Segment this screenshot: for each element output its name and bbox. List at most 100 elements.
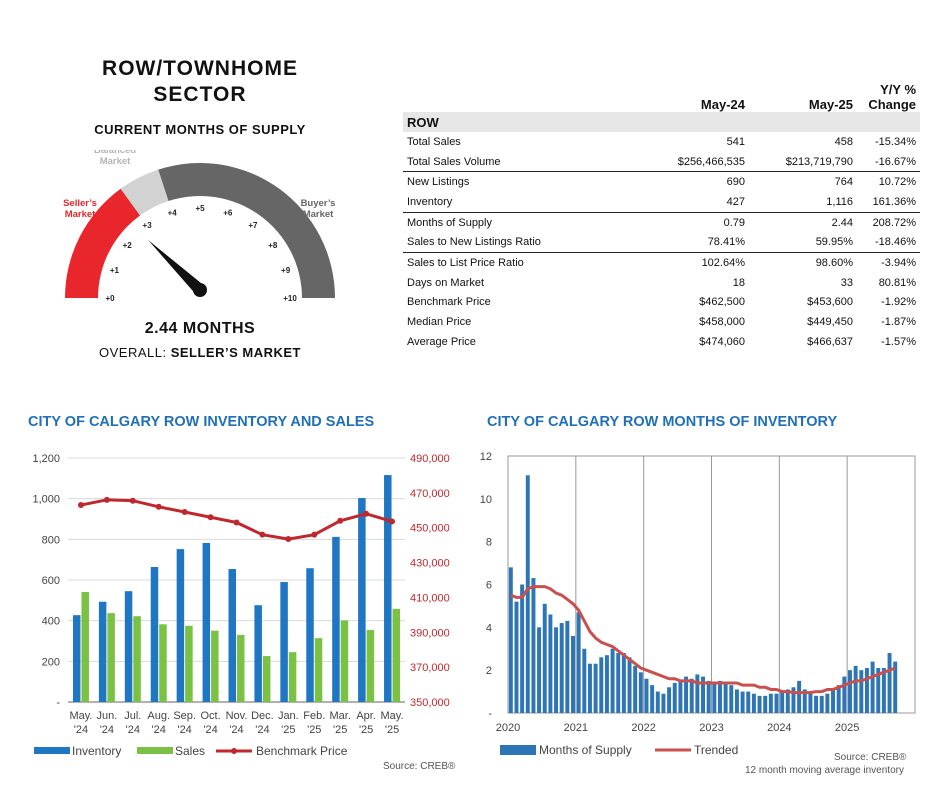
chart2-y-tick: 4 — [486, 622, 492, 634]
chart1-inventory-bar — [176, 549, 185, 702]
gauge-tick-label: +6 — [223, 208, 233, 217]
chart1-x-tick: '24 — [74, 724, 88, 736]
gauge-zone-label-line: Market — [100, 156, 131, 167]
table-row: Average Price $474,060 $466,637 -1.57% — [403, 332, 920, 352]
chart2-supply-bar — [768, 693, 773, 713]
chart1-sales-bar — [159, 624, 167, 702]
chart2-supply-bar — [655, 691, 660, 713]
gauge-zone-label-1: Balanced Market — [94, 150, 136, 167]
chart1-benchmark-point — [363, 510, 370, 517]
gauge-needle-hub — [193, 283, 207, 297]
table-header-blank — [403, 74, 616, 112]
chart1-inventory-bar — [72, 615, 81, 702]
chart1-inventory-bar — [358, 498, 366, 702]
chart1-x-tick: '24 — [152, 724, 166, 736]
chart2-source: Source: CREB® — [834, 752, 907, 763]
chart2-legend-supply: Months of Supply — [539, 743, 632, 757]
chart1-benchmark-point — [155, 503, 162, 510]
chart1-right-tick: 350,000 — [410, 697, 450, 709]
row-change: -18.46% — [857, 232, 920, 254]
chart2-x-tick: 2023 — [699, 722, 723, 734]
chart2-supply-bar — [870, 661, 875, 713]
row-may25: 764 — [834, 176, 853, 189]
gauge-tick-label: +9 — [281, 266, 291, 275]
sector-title-line2: SECTOR — [153, 83, 247, 106]
chart1-left-tick: 1,000 — [32, 494, 60, 506]
chart2-y-tick: 12 — [480, 451, 492, 463]
row-change: -1.87% — [881, 316, 916, 329]
chart1-x-tick: '24 — [255, 724, 269, 736]
chart1-right-tick: 390,000 — [410, 627, 450, 639]
chart2-x-tick: 2024 — [767, 722, 791, 734]
chart2-supply-bar — [582, 648, 587, 713]
chart1-inventory-bar — [306, 568, 314, 702]
table-section-label: ROW — [403, 112, 920, 132]
chart2-supply-bar — [859, 670, 864, 713]
chart1-x-tick: Apr. — [356, 710, 376, 722]
gauge-zone-label-line: Buyer’s — [301, 198, 336, 209]
chart1-sales-bar — [211, 630, 219, 702]
chart2-y-tick: 2 — [486, 665, 492, 677]
overall-market: OVERALL: SELLER’S MARKET — [40, 345, 360, 360]
chart1-x-tick: Dec. — [251, 710, 274, 722]
stats-table: May-24 May-25 Y/Y % Change ROW Total Sale… — [403, 74, 920, 352]
chart2-supply-bar — [797, 680, 802, 713]
chart2-supply-bar — [587, 663, 592, 713]
chart2-supply-bar — [701, 676, 705, 713]
chart1-inventory-bar — [228, 569, 236, 702]
chart2-supply-bar — [853, 665, 858, 713]
chart1-x-tick: Mar. — [329, 710, 350, 722]
chart2-supply-bar — [508, 567, 513, 713]
supply-label: CURRENT MONTHS OF SUPPLY — [94, 122, 306, 137]
chart1-benchmark-point — [129, 497, 136, 504]
chart2-supply-bar — [604, 655, 609, 713]
row-change: -15.34% — [875, 135, 916, 148]
chart2-supply-bar — [757, 695, 762, 713]
inventory-sales-chart: - 200 400 600 800 1,000 1,200 350,000 370,000 390… — [32, 453, 450, 758]
table-row: Sales to List Price Ratio 102.64% 98.60% -3… — [403, 253, 920, 273]
yy-line2: Change — [868, 97, 916, 112]
gauge-zone-label-line: Market — [65, 209, 96, 220]
row-change: 80.81% — [878, 276, 916, 289]
row-label: Months of Supply — [407, 216, 492, 229]
chart1-inventory-bar — [254, 605, 262, 702]
chart2-supply-bar — [729, 685, 734, 713]
months-inventory-chart-title: CITY OF CALGARY ROW MONTHS OF INVENTORY — [487, 414, 838, 430]
gauge-tick-label: +0 — [105, 294, 115, 303]
chart2-supply-bar — [554, 627, 559, 713]
chart1-x-tick: May. — [381, 710, 404, 722]
chart1-benchmark-point — [337, 517, 344, 524]
row-label: Sales to New Listings Ratio — [403, 232, 616, 254]
chart1-right-tick: 370,000 — [410, 662, 450, 674]
chart2-supply-bar — [537, 627, 542, 713]
chart1-x-tick: '24 — [126, 724, 140, 736]
chart1-left-tick: - — [56, 697, 60, 709]
chart2-supply-bar — [712, 683, 717, 713]
table-row: Total Sales Volume $256,466,535 $213,719,7… — [403, 151, 920, 173]
row-change: 10.72% — [878, 176, 916, 189]
gauge-tick-label: +2 — [123, 241, 133, 250]
gauge-tick-label: +4 — [168, 208, 178, 217]
chart1-sales-bar — [185, 625, 193, 702]
chart1-sales-bar — [392, 608, 401, 702]
chart1-left-tick: 600 — [42, 575, 60, 587]
table-row: Median Price $458,000 $449,450 -1.87% — [403, 312, 920, 332]
chart1-inventory-bar — [150, 566, 159, 702]
table-row: Days on Market 18 33 80.81% — [403, 273, 920, 293]
chart1-sales-bar — [133, 616, 141, 702]
chart1-x-tick: '24 — [100, 724, 114, 736]
chart2-legend-trended: Trended — [694, 743, 738, 757]
row-may25: 1,116 — [749, 192, 857, 213]
chart2-supply-bar — [633, 665, 638, 713]
chart2-supply-bar — [667, 687, 672, 713]
chart1-x-tick: '24 — [203, 724, 217, 736]
chart1-x-tick: '25 — [281, 724, 295, 736]
gauge-tick-label: +5 — [195, 204, 205, 213]
chart1-legend-swatch-benchmark-dot — [231, 748, 237, 754]
chart1-benchmark-point — [389, 518, 396, 525]
chart2-supply-bar — [751, 693, 756, 713]
gauge-needle — [148, 240, 205, 295]
row-may24: $458,000 — [699, 316, 745, 329]
table-section-row: ROW — [403, 112, 920, 132]
chart2-supply-bar — [887, 653, 892, 713]
